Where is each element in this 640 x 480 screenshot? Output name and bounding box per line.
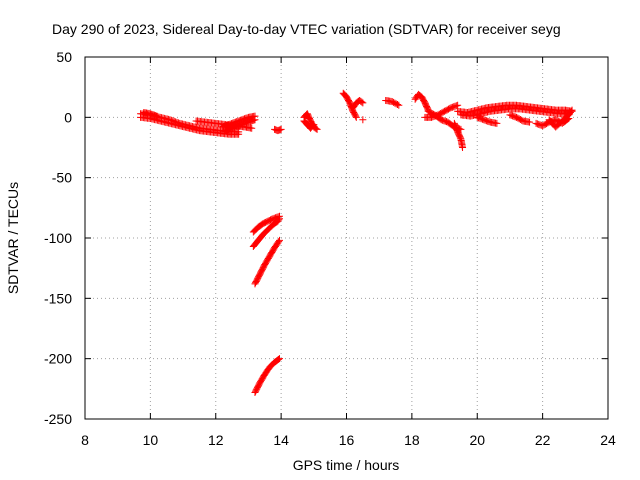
data-point — [251, 116, 259, 124]
x-tick-label: 10 — [143, 432, 159, 448]
data-point — [309, 121, 317, 129]
x-tick-label: 18 — [404, 432, 420, 448]
data-point — [275, 216, 283, 224]
data-point — [493, 119, 501, 127]
x-tick-label: 16 — [339, 432, 355, 448]
chart-title: Day 290 of 2023, Sidereal Day-to-day VTE… — [52, 21, 561, 37]
data-point — [275, 215, 283, 223]
data-point — [526, 118, 534, 126]
data-point — [308, 122, 316, 130]
data-point — [352, 113, 360, 121]
y-tick-label: -150 — [44, 290, 72, 306]
data-point — [313, 125, 321, 133]
grid — [85, 57, 608, 419]
x-tick-label: 14 — [273, 432, 289, 448]
plot-area-border — [84, 56, 609, 420]
data-point — [352, 112, 360, 120]
y-tick-label: -50 — [52, 170, 72, 186]
y-tick-label: -100 — [44, 230, 72, 246]
data-point — [310, 121, 318, 129]
x-tick-label: 20 — [469, 432, 485, 448]
data-point — [395, 101, 403, 109]
data-point — [359, 99, 367, 107]
data-point — [567, 107, 575, 115]
data-point — [275, 238, 283, 246]
axis-ticks: 8 10 12 14 16 18 20 22 24 50 0 -50 -100 -150 -200 -250 — [44, 49, 616, 448]
data-point — [393, 101, 401, 109]
x-tick-label: 24 — [600, 432, 616, 448]
y-tick-label: 0 — [64, 109, 72, 125]
x-tick-label: 8 — [81, 432, 89, 448]
x-tick-label: 12 — [208, 432, 224, 448]
data-point — [275, 236, 283, 244]
data-point — [248, 124, 256, 132]
y-tick-label: -200 — [44, 351, 72, 367]
y-axis-label: SDTVAR / TECUs — [5, 182, 21, 294]
y-tick-label: 50 — [56, 49, 72, 65]
data-point — [275, 355, 283, 363]
data-point — [235, 130, 243, 138]
data-point — [153, 112, 161, 120]
data-point — [454, 101, 462, 109]
data-point — [277, 125, 285, 133]
data-point — [459, 144, 467, 151]
data-point — [358, 98, 366, 106]
data-point — [275, 355, 283, 363]
x-axis-label: GPS time / hours — [293, 457, 400, 473]
data-point — [568, 106, 576, 114]
y-tick-label: -250 — [44, 411, 72, 427]
data-point — [359, 116, 367, 124]
data-series-sdtvar — [137, 89, 576, 396]
x-tick-label: 22 — [535, 432, 551, 448]
